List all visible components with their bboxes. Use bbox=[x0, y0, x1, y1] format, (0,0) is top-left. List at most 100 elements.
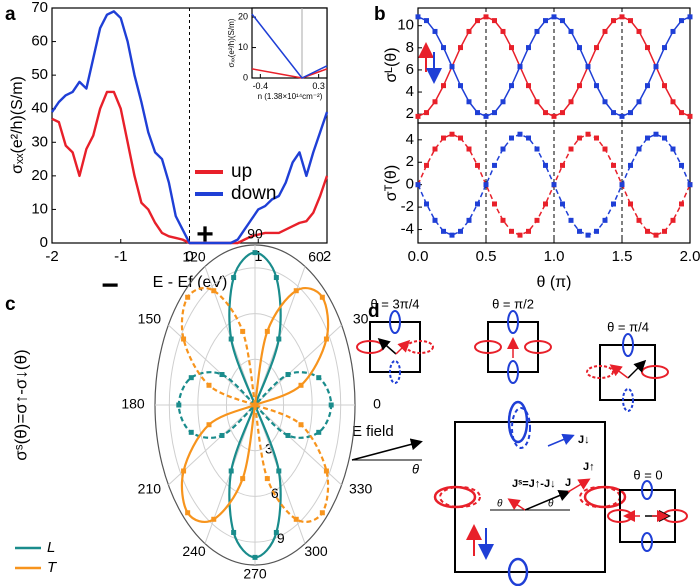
data-point bbox=[264, 328, 270, 334]
panel-label: b bbox=[374, 4, 386, 25]
y-tick-label: 10 bbox=[238, 42, 248, 52]
y-tick-label: 4 bbox=[406, 83, 414, 100]
x-tick-label: 0 bbox=[185, 248, 193, 265]
data-point bbox=[568, 146, 574, 152]
data-point bbox=[293, 516, 299, 522]
data-point bbox=[176, 402, 182, 408]
data-point bbox=[577, 135, 582, 141]
data-point bbox=[687, 14, 693, 20]
r-tick-label: 3 bbox=[265, 440, 273, 456]
data-point bbox=[466, 146, 472, 152]
spin-ring bbox=[389, 310, 401, 334]
data-point bbox=[500, 99, 506, 105]
y-tick-label: -2 bbox=[401, 198, 414, 215]
data-point bbox=[441, 228, 446, 234]
spin-ring bbox=[507, 360, 519, 384]
y-tick-label: 0 bbox=[40, 234, 48, 251]
data-point bbox=[276, 468, 282, 474]
y-tick-label: 6 bbox=[406, 61, 414, 78]
data-point bbox=[415, 182, 421, 188]
data-point bbox=[458, 83, 463, 89]
data-point bbox=[543, 18, 548, 24]
angle-tick-label: 0 bbox=[373, 396, 381, 412]
state-label: θ = 0 bbox=[633, 467, 662, 482]
angle-tick-label: 150 bbox=[138, 311, 162, 327]
spin-ring bbox=[511, 407, 531, 449]
current-arrow bbox=[507, 498, 526, 511]
y-tick-label: 40 bbox=[31, 100, 48, 117]
y-tick-label: 70 bbox=[31, 0, 48, 16]
panel-label: d bbox=[368, 301, 380, 322]
data-point bbox=[323, 468, 329, 474]
data-point bbox=[466, 217, 472, 223]
data-point bbox=[240, 476, 246, 482]
data-point bbox=[526, 45, 531, 51]
data-point bbox=[560, 201, 565, 207]
data-point bbox=[560, 110, 565, 116]
data-point bbox=[687, 113, 693, 119]
sample-square bbox=[619, 489, 676, 543]
annotation: + bbox=[196, 218, 214, 251]
data-point bbox=[475, 201, 480, 207]
data-point bbox=[231, 529, 237, 535]
data-point bbox=[185, 510, 191, 516]
y-axis-title: σˢ(θ)=σ↑-σ↓(θ) bbox=[11, 349, 30, 460]
data-point bbox=[602, 99, 608, 105]
data-point bbox=[645, 83, 650, 89]
data-point bbox=[500, 28, 506, 34]
data-point bbox=[483, 182, 489, 188]
data-point bbox=[483, 14, 489, 20]
angle-tick-label: 330 bbox=[349, 481, 373, 497]
angle-tick-label: 210 bbox=[138, 481, 162, 497]
data-point bbox=[319, 510, 325, 516]
data-point bbox=[328, 402, 334, 408]
data-point bbox=[298, 422, 304, 428]
data-point bbox=[424, 201, 429, 207]
data-point bbox=[526, 135, 531, 141]
series-line bbox=[251, 13, 328, 79]
data-point bbox=[551, 182, 557, 188]
data-point bbox=[181, 336, 187, 342]
x-tick-label: 1 bbox=[254, 248, 262, 265]
data-point bbox=[316, 375, 322, 381]
data-point bbox=[679, 201, 684, 207]
y-tick-label: 20 bbox=[31, 167, 48, 184]
y-axis-title: σᴸ(θ) bbox=[383, 47, 400, 82]
data-point bbox=[517, 232, 523, 238]
x-tick-label: 2.0 bbox=[680, 248, 700, 265]
data-point bbox=[415, 113, 421, 119]
angle-label: θ bbox=[412, 461, 419, 476]
data-point bbox=[577, 228, 582, 234]
spin-ring bbox=[474, 340, 502, 354]
sample-square bbox=[599, 344, 656, 401]
x-tick-label: 1.5 bbox=[612, 248, 633, 265]
spin-ring bbox=[641, 480, 653, 500]
data-point bbox=[670, 146, 676, 152]
data-point bbox=[323, 336, 329, 342]
data-point bbox=[492, 162, 497, 168]
data-point bbox=[319, 294, 325, 300]
x-axis-title: θ (π) bbox=[536, 274, 571, 291]
data-point bbox=[543, 162, 548, 168]
data-point bbox=[185, 294, 191, 300]
angle-tick-label: 90 bbox=[247, 226, 263, 242]
y-tick-label: -4 bbox=[401, 221, 414, 238]
data-point bbox=[424, 110, 429, 116]
current-label: J bbox=[565, 477, 571, 489]
series-line bbox=[253, 403, 330, 523]
data-point bbox=[273, 275, 279, 281]
data-point bbox=[252, 250, 258, 256]
current-arrow bbox=[609, 364, 629, 379]
legend-label: L bbox=[47, 539, 55, 556]
data-point bbox=[475, 162, 480, 168]
y-tick-label: 0 bbox=[243, 72, 248, 82]
data-point bbox=[458, 228, 463, 234]
x-tick-label: -0.4 bbox=[253, 81, 269, 91]
current-arrow bbox=[524, 489, 571, 511]
data-point bbox=[602, 146, 608, 152]
data-point bbox=[509, 135, 514, 141]
current-label: J↓ bbox=[578, 434, 590, 446]
legend-label: up bbox=[231, 161, 252, 182]
data-point bbox=[252, 402, 258, 408]
